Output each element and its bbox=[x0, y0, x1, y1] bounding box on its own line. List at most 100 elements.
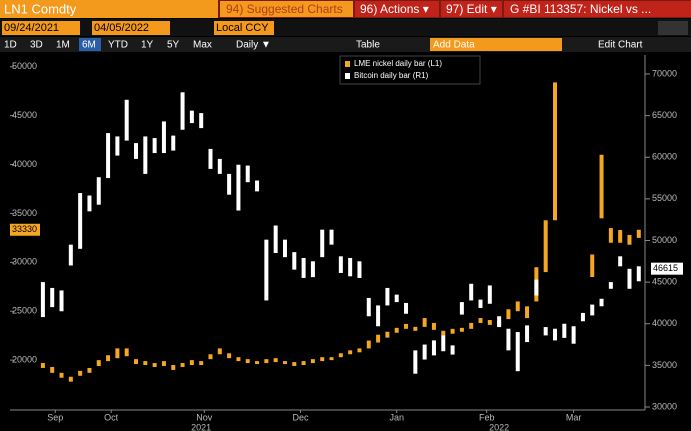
legend-entry: Bitcoin daily bar (R1) bbox=[354, 71, 429, 80]
price-bar bbox=[459, 327, 464, 332]
price-bar bbox=[450, 345, 455, 355]
suggested-btn[interactable] bbox=[220, 1, 353, 17]
price-bar bbox=[385, 287, 390, 306]
price-bar bbox=[478, 318, 483, 323]
price-bar bbox=[40, 282, 45, 318]
x-tick-label: Feb bbox=[479, 412, 495, 422]
price-bar bbox=[124, 348, 129, 357]
y-tick-label: 45000 bbox=[12, 110, 37, 120]
price-bar bbox=[431, 322, 436, 330]
price-bar bbox=[515, 301, 520, 312]
range-btn[interactable]: 5Y bbox=[167, 40, 180, 51]
price-bar bbox=[143, 361, 148, 366]
price-bar bbox=[282, 239, 287, 258]
nav-icons[interactable] bbox=[658, 21, 688, 35]
price-bar bbox=[506, 328, 511, 351]
range-btn[interactable]: Max bbox=[193, 40, 212, 51]
x-tick-label: Oct bbox=[104, 412, 119, 422]
x-tick-label: Jan bbox=[389, 412, 404, 422]
frequency[interactable]: Daily ▼ bbox=[236, 40, 271, 51]
price-bar bbox=[394, 294, 399, 303]
price-bar bbox=[59, 290, 64, 312]
table-btn[interactable]: Table bbox=[356, 40, 380, 51]
start-field[interactable] bbox=[2, 21, 80, 35]
price-bar bbox=[459, 302, 464, 315]
price-bar bbox=[87, 195, 92, 212]
price-bar bbox=[431, 340, 436, 356]
price-bar bbox=[506, 309, 511, 320]
actions-btn[interactable] bbox=[355, 1, 439, 17]
price-bar bbox=[50, 366, 55, 373]
start-date: 09/24/2021 bbox=[4, 22, 59, 34]
price-bar bbox=[264, 359, 269, 364]
price-bar bbox=[78, 370, 83, 376]
price-bar bbox=[96, 360, 101, 366]
currency: Local CCY bbox=[216, 22, 269, 34]
price-bar bbox=[338, 353, 343, 358]
price-bar bbox=[273, 225, 278, 253]
price-bar bbox=[590, 254, 595, 277]
price-bar bbox=[180, 363, 185, 367]
range-btn[interactable]: 1M bbox=[56, 40, 70, 51]
price-bar bbox=[478, 299, 483, 308]
range-btn[interactable]: 1Y bbox=[141, 40, 154, 51]
price-bar bbox=[152, 363, 157, 367]
price-bar bbox=[227, 353, 232, 359]
range-selected bbox=[79, 38, 101, 51]
range-btn[interactable]: YTD bbox=[108, 40, 128, 51]
last-price: 33330 bbox=[12, 224, 37, 234]
price-bar bbox=[310, 359, 315, 364]
price-bar bbox=[636, 266, 641, 282]
range-btn[interactable]: 3D bbox=[30, 40, 43, 51]
ticker-field[interactable] bbox=[0, 0, 218, 18]
price-bar bbox=[487, 285, 492, 304]
price-bar bbox=[199, 361, 204, 366]
price-bar bbox=[115, 136, 120, 156]
edit-chart[interactable]: Edit Chart bbox=[598, 40, 643, 51]
edit-btn[interactable] bbox=[441, 1, 502, 17]
price-bar bbox=[385, 331, 390, 338]
price-bar bbox=[106, 133, 111, 179]
price-bar bbox=[552, 82, 557, 221]
price-bar bbox=[580, 312, 585, 322]
y-tick-label: 20000 bbox=[12, 354, 37, 364]
price-bar bbox=[599, 154, 604, 219]
price-bar bbox=[208, 148, 213, 169]
last-price: 46615 bbox=[653, 263, 678, 273]
price-bar bbox=[627, 268, 632, 289]
price-bar bbox=[208, 354, 213, 360]
edit: 97) Edit ▾ bbox=[446, 2, 497, 16]
range-bar bbox=[0, 37, 691, 52]
price-bar bbox=[636, 229, 641, 238]
price-bar bbox=[338, 256, 343, 273]
price-bar bbox=[236, 357, 241, 362]
y2-tick-label: 35000 bbox=[652, 360, 677, 370]
price-bar bbox=[78, 193, 83, 249]
price-bar bbox=[189, 110, 194, 124]
legend-swatch bbox=[345, 61, 350, 67]
date-bar bbox=[0, 19, 691, 36]
add-data: Add Data bbox=[433, 40, 475, 51]
price-bar bbox=[199, 113, 204, 129]
price-bar bbox=[134, 359, 139, 365]
price-bar bbox=[422, 344, 427, 360]
price-bar bbox=[543, 327, 548, 336]
price-bar bbox=[152, 138, 157, 154]
end-field[interactable] bbox=[92, 21, 170, 35]
add-data-field[interactable] bbox=[430, 38, 562, 51]
price-bar bbox=[525, 325, 530, 343]
y-tick-label: 25000 bbox=[12, 306, 37, 316]
x-tick-label: Dec bbox=[292, 412, 309, 422]
price-bar bbox=[68, 376, 73, 382]
price-bar bbox=[357, 348, 362, 353]
y2-tick-label: 30000 bbox=[652, 401, 677, 411]
price-bar bbox=[320, 357, 325, 362]
price-bar bbox=[413, 350, 418, 374]
range-btn[interactable]: 1D bbox=[4, 40, 17, 51]
price-bar bbox=[376, 334, 381, 343]
price-bar bbox=[282, 361, 287, 365]
price-bar bbox=[422, 318, 427, 327]
range-btn[interactable]: 6M bbox=[82, 40, 96, 51]
price-bar bbox=[68, 244, 73, 266]
ccy-field[interactable] bbox=[214, 21, 274, 35]
